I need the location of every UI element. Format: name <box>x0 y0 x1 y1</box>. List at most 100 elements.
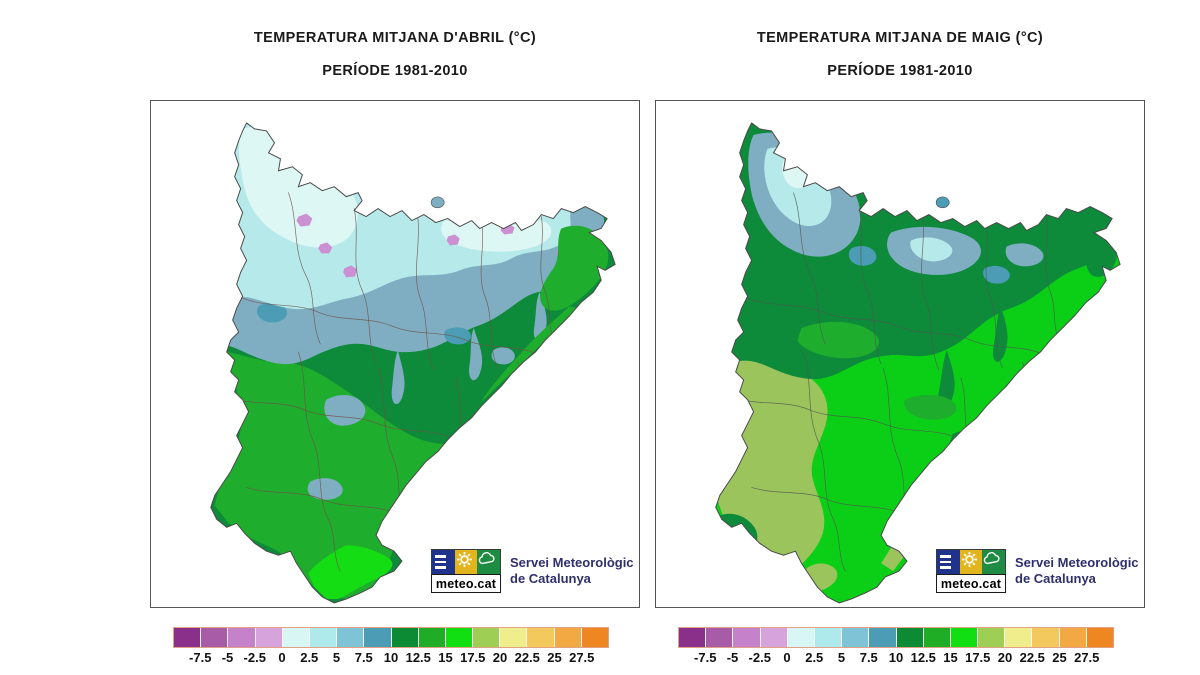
legend-color-bar <box>678 627 1114 648</box>
april-zone-10-12-5 <box>210 122 616 603</box>
legend-swatch <box>445 628 474 647</box>
april-meteocat-logo: meteo.cat Servei Meteorològic de Catalun… <box>431 549 634 593</box>
menu-bars-icon <box>432 550 455 574</box>
april-map-title: TEMPERATURA MITJANA D'ABRIL (°C) <box>253 30 537 46</box>
legend-swatch <box>869 628 897 647</box>
legend-tick-label: 5 <box>332 650 341 665</box>
legend-swatch <box>950 628 979 647</box>
legend-swatch <box>1059 628 1087 647</box>
sun-icon <box>454 550 478 574</box>
legend-tick-label: 12.5 <box>405 650 431 665</box>
legend-tick-label: 25 <box>1052 650 1067 665</box>
legend-tick-label: 10 <box>888 650 904 665</box>
legend-swatch <box>391 628 419 647</box>
legend-tick-label: -7.5 <box>694 650 717 665</box>
legend-tick-label: -2.5 <box>243 650 266 665</box>
legend-swatch <box>978 628 1006 647</box>
legend-tick-label: 15 <box>438 650 453 665</box>
may-title-block: TEMPERATURA MITJANA DE MAIG (°C) PERÍODE… <box>655 30 1145 79</box>
smc-org-name: Servei Meteorològic de Catalunya <box>1015 554 1139 586</box>
legend-tick-label: 17.5 <box>965 650 991 665</box>
legend-swatch <box>527 628 555 647</box>
legend-tick-label: 7.5 <box>859 650 878 665</box>
legend-swatch <box>282 628 310 647</box>
meteocat-wordmark: meteo.cat <box>936 574 1006 593</box>
legend-tick-label: 22.5 <box>1019 650 1045 665</box>
legend-tick-labels: -7.5 -5 -2.5 0 2.5 5 7.5 10 12.5 15 17.5 20 22.5 25 27… <box>678 650 1114 668</box>
legend-tick-label: 20 <box>997 650 1013 665</box>
may-zone-7-5-10 <box>848 245 1010 284</box>
legend-tick-label: -5 <box>726 650 739 665</box>
legend-swatch <box>896 628 924 647</box>
legend-tick-label: 0 <box>278 650 286 665</box>
legend-tick-label: 25 <box>547 650 562 665</box>
may-catalonia-outline <box>715 122 1121 604</box>
legend-swatch <box>309 628 338 647</box>
legend-tick-label: 17.5 <box>460 650 486 665</box>
legend-color-bar <box>173 627 609 648</box>
legend-tick-label: 2.5 <box>300 650 319 665</box>
meteocat-logo-box: meteo.cat <box>936 549 1006 593</box>
may-map-period: PERÍODE 1981-2010 <box>827 63 973 79</box>
legend-swatch <box>706 628 734 647</box>
legend-swatch <box>500 628 528 647</box>
legend-tick-label: 10 <box>383 650 399 665</box>
sun-icon <box>959 550 983 574</box>
may-llivia-enclave <box>935 196 950 209</box>
legend-swatch <box>228 628 256 647</box>
may-map-frame: meteo.cat Servei Meteorològic de Catalun… <box>655 100 1145 608</box>
legend-tick-label: 27.5 <box>1074 650 1100 665</box>
legend-swatch <box>255 628 283 647</box>
meteocat-logo-box: meteo.cat <box>431 549 501 593</box>
legend-tick-labels: -7.5 -5 -2.5 0 2.5 5 7.5 10 12.5 15 17.5 20 22.5 25 27… <box>173 650 609 668</box>
legend-swatch <box>174 628 202 647</box>
may-temperature-map <box>715 122 1121 604</box>
may-map-title: TEMPERATURA MITJANA DE MAIG (°C) <box>756 30 1044 46</box>
legend-swatch <box>1086 628 1113 647</box>
may-meteocat-logo: meteo.cat Servei Meteorològic de Catalun… <box>936 549 1139 593</box>
april-llivia-enclave <box>430 196 445 209</box>
legend-swatch <box>337 628 365 647</box>
april-temperature-map <box>210 122 616 604</box>
legend-swatch <box>364 628 392 647</box>
april-zone-15-17-5 <box>308 545 393 599</box>
legend-swatch <box>814 628 843 647</box>
may-zone-12-5-15 <box>797 321 957 420</box>
april-map-frame: meteo.cat Servei Meteorològic de Catalun… <box>150 100 640 608</box>
legend-tick-label: 5 <box>837 650 846 665</box>
cloud-icon <box>477 550 501 574</box>
legend-swatch <box>1032 628 1060 647</box>
april-temperature-legend: -7.5 -5 -2.5 0 2.5 5 7.5 10 12.5 15 17.5 20 22.5 25 27… <box>173 627 609 668</box>
legend-swatch <box>787 628 815 647</box>
april-map-period: PERÍODE 1981-2010 <box>322 63 468 79</box>
legend-tick-label: 22.5 <box>514 650 540 665</box>
legend-tick-label: 20 <box>492 650 508 665</box>
legend-swatch <box>201 628 229 647</box>
cloud-icon <box>982 550 1006 574</box>
april-catalonia-outline <box>210 122 616 604</box>
april-zone-7-5-10 <box>257 302 471 345</box>
legend-tick-label: -7.5 <box>189 650 212 665</box>
legend-swatch <box>842 628 870 647</box>
legend-tick-label: 27.5 <box>569 650 595 665</box>
smc-org-name: Servei Meteorològic de Catalunya <box>510 554 634 586</box>
legend-swatch <box>554 628 582 647</box>
legend-tick-label: 0 <box>783 650 791 665</box>
legend-tick-label: -2.5 <box>748 650 771 665</box>
legend-swatch <box>923 628 951 647</box>
legend-swatch <box>760 628 788 647</box>
april-title-block: TEMPERATURA MITJANA D'ABRIL (°C) PERÍODE… <box>150 30 640 79</box>
legend-tick-label: 15 <box>943 650 958 665</box>
legend-swatch <box>473 628 501 647</box>
legend-swatch <box>733 628 761 647</box>
legend-tick-label: -5 <box>221 650 234 665</box>
legend-tick-label: 2.5 <box>805 650 824 665</box>
legend-swatch <box>679 628 707 647</box>
legend-swatch <box>418 628 446 647</box>
legend-tick-label: 12.5 <box>910 650 936 665</box>
legend-swatch <box>581 628 608 647</box>
menu-bars-icon <box>937 550 960 574</box>
legend-tick-label: 7.5 <box>354 650 373 665</box>
april-zone-12-5-15-coastal <box>479 225 609 404</box>
